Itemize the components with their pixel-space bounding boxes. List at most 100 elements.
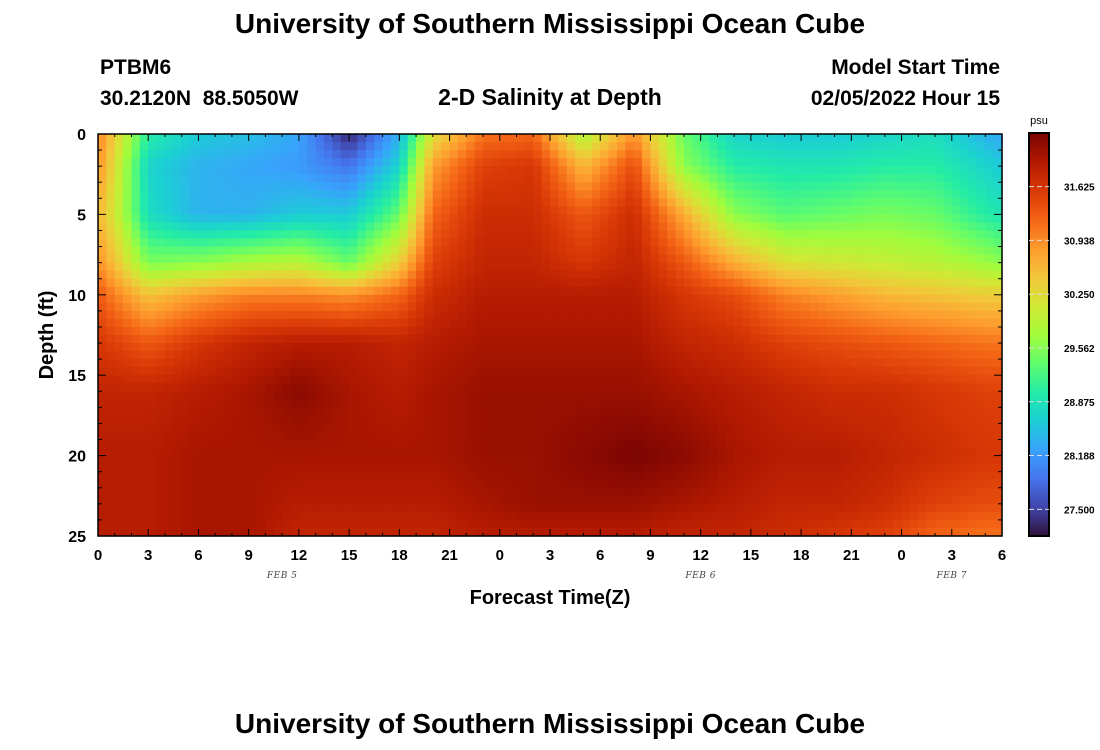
- heatmap-cell: [550, 134, 559, 143]
- heatmap-cell: [407, 166, 417, 175]
- heatmap-cell: [675, 351, 685, 360]
- heatmap-cell: [340, 431, 350, 441]
- heatmap-cell: [784, 278, 794, 288]
- heatmap-cell: [206, 527, 216, 537]
- heatmap-cell: [156, 310, 166, 320]
- heatmap-cell: [273, 150, 283, 159]
- heatmap-cell: [734, 254, 744, 264]
- heatmap-cell: [658, 326, 668, 336]
- heatmap-cell: [692, 326, 702, 336]
- heatmap-cell: [859, 174, 869, 183]
- heatmap-cell: [658, 423, 668, 433]
- heatmap-cell: [290, 343, 300, 352]
- heatmap-cell: [206, 326, 216, 336]
- heatmap-cell: [884, 455, 894, 465]
- heatmap-cell: [575, 246, 585, 256]
- heatmap-cell: [173, 158, 183, 167]
- heatmap-cell: [240, 262, 250, 272]
- heatmap-cell: [148, 415, 158, 425]
- heatmap-cell: [198, 254, 208, 264]
- heatmap-cell: [566, 415, 576, 425]
- heatmap-cell: [148, 174, 158, 183]
- heatmap-cell: [541, 142, 551, 151]
- heatmap-cell: [909, 230, 919, 240]
- heatmap-cell: [332, 222, 342, 232]
- heatmap-cell: [491, 174, 501, 183]
- heatmap-cell: [725, 375, 735, 384]
- heatmap-cell: [424, 166, 434, 175]
- heatmap-cell: [826, 214, 836, 224]
- heatmap-cell: [340, 415, 350, 425]
- heatmap-cell: [893, 503, 903, 513]
- heatmap-cell: [265, 174, 275, 183]
- heatmap-cell: [742, 487, 752, 497]
- heatmap-cell: [717, 182, 727, 191]
- heatmap-cell: [273, 206, 283, 215]
- heatmap-cell: [734, 407, 744, 416]
- heatmap-cell: [416, 407, 426, 416]
- heatmap-cell: [809, 206, 819, 215]
- heatmap-cell: [441, 447, 451, 457]
- heatmap-cell: [148, 134, 158, 143]
- heatmap-cell: [457, 367, 467, 376]
- heatmap-cell: [926, 391, 936, 400]
- heatmap-cell: [792, 383, 802, 392]
- heatmap-cell: [349, 455, 359, 465]
- heatmap-cell: [365, 399, 375, 408]
- heatmap-cell: [801, 270, 811, 280]
- heatmap-cell: [307, 351, 317, 360]
- heatmap-cell: [106, 439, 116, 449]
- heatmap-cell: [508, 471, 518, 481]
- heatmap-cell: [349, 278, 359, 288]
- heatmap-cell: [248, 214, 258, 224]
- heatmap-cell: [859, 222, 869, 232]
- heatmap-cell: [516, 262, 526, 272]
- heatmap-cell: [566, 503, 576, 513]
- heatmap-cell: [851, 270, 861, 280]
- heatmap-cell: [332, 302, 342, 312]
- heatmap-cell: [667, 359, 677, 368]
- heatmap-cell: [131, 479, 141, 489]
- heatmap-cell: [784, 206, 794, 215]
- heatmap-cell: [382, 254, 392, 264]
- heatmap-cell: [633, 222, 643, 232]
- heatmap-cell: [324, 318, 333, 328]
- heatmap-cell: [826, 142, 836, 151]
- heatmap-cell: [382, 479, 392, 489]
- heatmap-cell: [156, 222, 166, 232]
- heatmap-cell: [457, 142, 467, 151]
- heatmap-cell: [390, 495, 400, 505]
- heatmap-cell: [231, 503, 241, 513]
- heatmap-cell: [734, 439, 744, 449]
- heatmap-cell: [365, 335, 375, 344]
- heatmap-cell: [750, 455, 760, 465]
- heatmap-cell: [583, 166, 593, 175]
- heatmap-cell: [700, 423, 710, 433]
- heatmap-cell: [901, 294, 911, 304]
- heatmap-cell: [248, 503, 258, 513]
- heatmap-cell: [282, 415, 292, 425]
- heatmap-cell: [817, 415, 827, 425]
- heatmap-cell: [633, 447, 643, 457]
- heatmap-cell: [717, 479, 727, 489]
- heatmap-cell: [550, 463, 559, 473]
- heatmap-cell: [365, 479, 375, 489]
- heatmap-cell: [265, 238, 275, 248]
- heatmap-cell: [399, 150, 409, 159]
- heatmap-cell: [583, 302, 593, 312]
- heatmap-cell: [625, 190, 635, 199]
- heatmap-cell: [683, 318, 693, 328]
- heatmap-cell: [516, 511, 526, 521]
- heatmap-cell: [700, 190, 710, 199]
- heatmap-cell: [215, 246, 225, 256]
- heatmap-cell: [851, 415, 861, 425]
- heatmap-cell: [784, 399, 794, 408]
- heatmap-cell: [608, 375, 618, 384]
- heatmap-cell: [324, 391, 333, 400]
- heatmap-cell: [416, 487, 426, 497]
- heatmap-cell: [457, 254, 467, 264]
- heatmap-cell: [750, 375, 760, 384]
- heatmap-cell: [298, 270, 308, 280]
- heatmap-cell: [131, 431, 141, 441]
- heatmap-cell: [842, 190, 852, 199]
